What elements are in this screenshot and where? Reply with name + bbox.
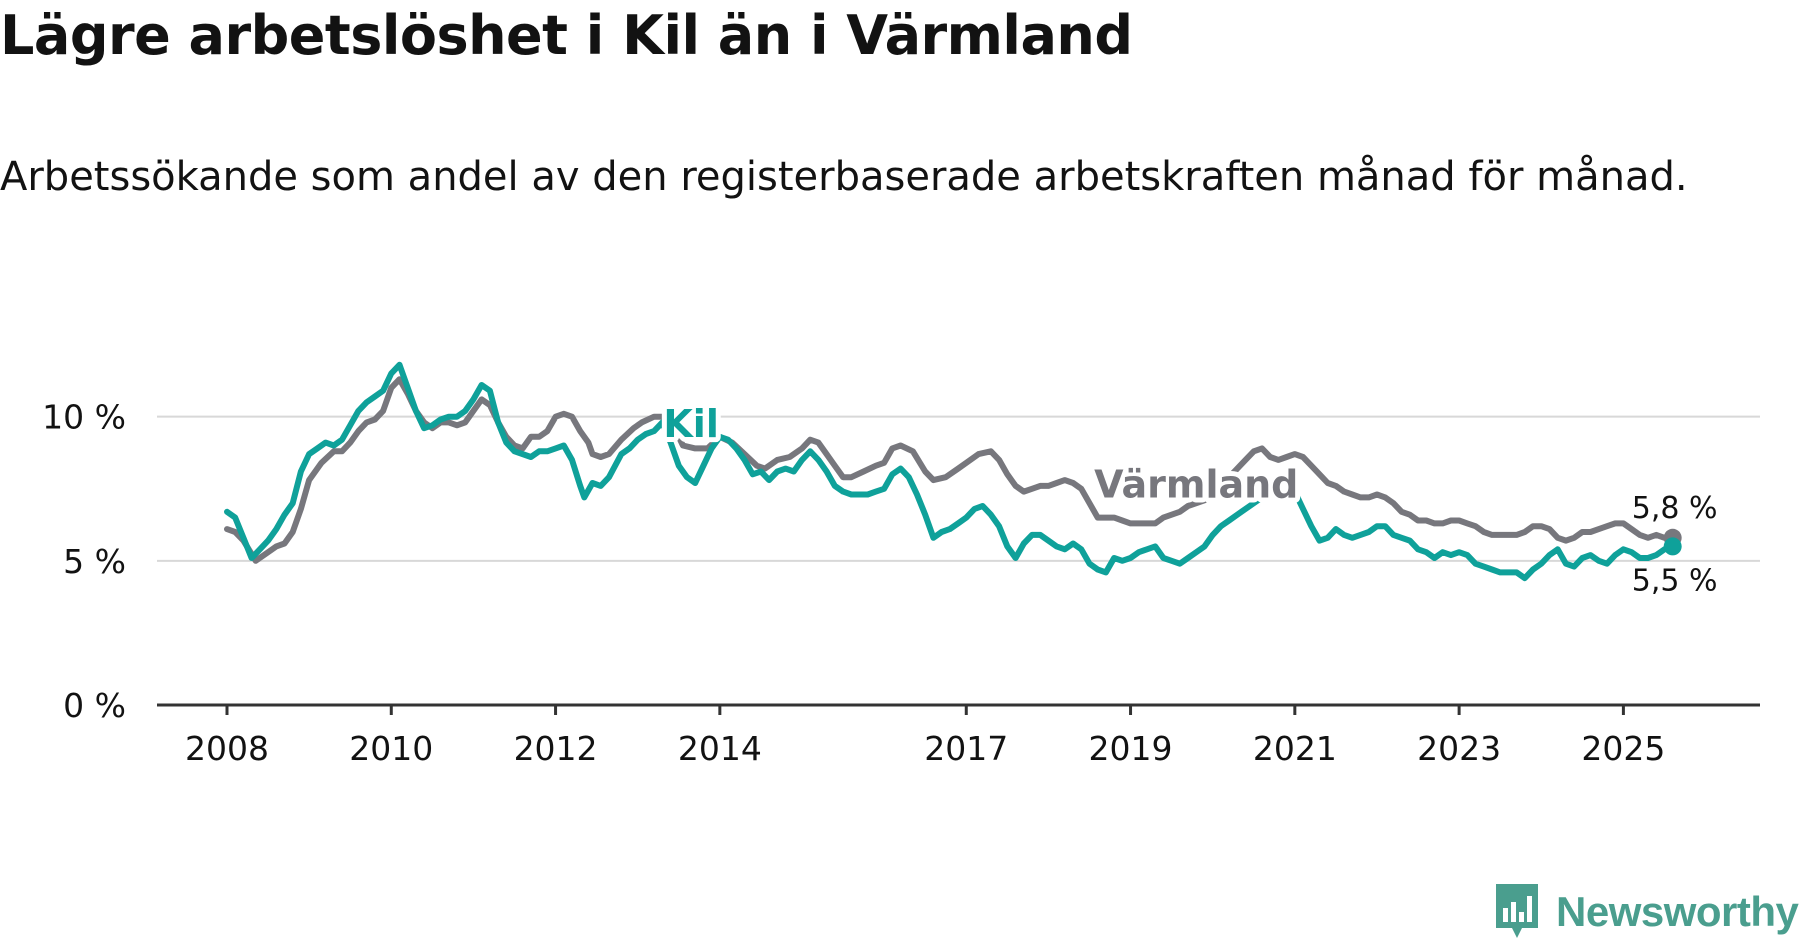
x-tick-label: 2014 (678, 729, 762, 768)
chart-title: Lägre arbetslöshet i Kil än i Värmland (0, 4, 1133, 67)
brand-name: Newsworthy (1556, 888, 1799, 935)
end-value-label: 5,8 % (1632, 491, 1718, 526)
x-tick-label: 2023 (1417, 729, 1501, 768)
x-tick-label: 2017 (924, 729, 1008, 768)
series-line-kil (224, 361, 1676, 582)
newsworthy-logo: Newsworthy (1492, 876, 1799, 948)
end-point-kil (1663, 537, 1682, 556)
x-tick-label: 2021 (1253, 729, 1337, 768)
x-tick-label: 2012 (514, 729, 598, 768)
x-tick-label: 2008 (185, 729, 269, 768)
series-name-label: Kil (663, 402, 719, 446)
y-tick-label: 0 % (63, 686, 126, 725)
end-value-label: 5,5 % (1632, 563, 1718, 598)
x-tick-label: 2025 (1581, 729, 1665, 768)
y-axis: 0 % 5 % 10 % (42, 398, 126, 725)
x-axis: 2008 2010 2012 2014 2017 2019 2021 2023 2025 (157, 703, 1760, 768)
series-line-varmland (224, 376, 1676, 564)
grid-lines (157, 415, 1760, 562)
newsworthy-logo-icon (1496, 884, 1538, 938)
y-tick-label: 5 % (63, 542, 126, 581)
series-lines (224, 361, 1682, 582)
chart-subtitle: Arbetssökande som andel av den registerb… (0, 154, 1688, 200)
series-name-label: Värmland (1094, 462, 1298, 506)
y-tick-label: 10 % (42, 398, 126, 437)
x-tick-label: 2019 (1089, 729, 1173, 768)
x-tick-label: 2010 (349, 729, 433, 768)
series-labels: Värmland Kil 5,8 % 5,5 % (658, 397, 1721, 603)
